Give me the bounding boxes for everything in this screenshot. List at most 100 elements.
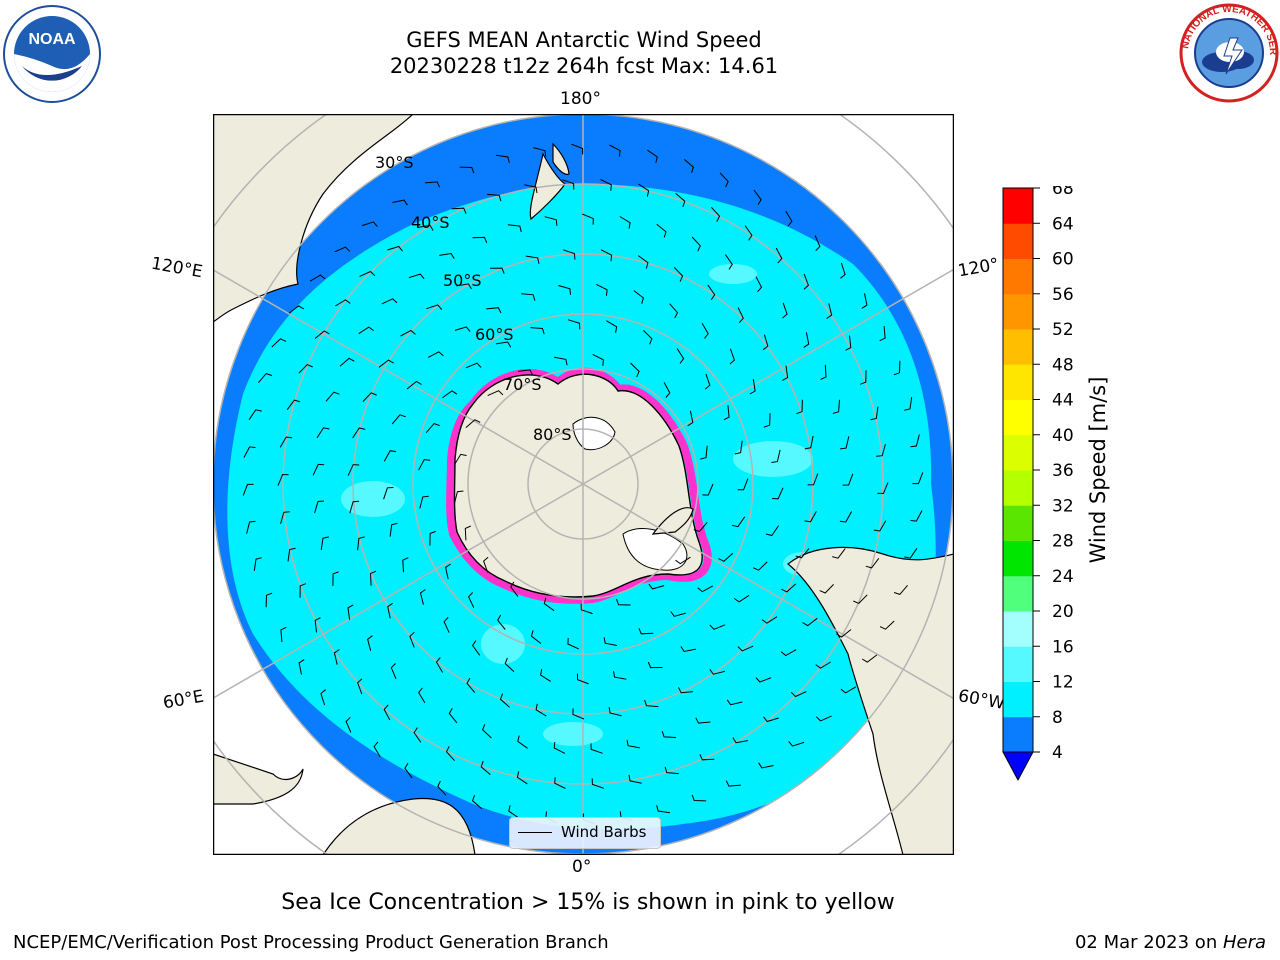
wind-barb <box>737 307 744 323</box>
wind-barb <box>524 184 538 194</box>
polar-map: 30°S 40°S 50°S 60°S 70°S 80°S <box>212 113 955 856</box>
wind-barb <box>687 410 694 427</box>
wind-barb <box>456 283 472 290</box>
wind-barb <box>357 678 363 695</box>
wind-barb <box>373 741 381 758</box>
wind-barb <box>530 630 542 644</box>
chart-subtitle: 20230228 t12z 264h fcst Max: 14.61 <box>389 54 779 78</box>
wind-barb <box>732 737 748 744</box>
lat-label-40s: 40°S <box>411 213 450 232</box>
wind-barb <box>418 224 434 231</box>
colorbar-tick-label: 20 <box>1052 602 1074 622</box>
wind-barb <box>669 303 679 319</box>
wind-barb <box>613 671 627 680</box>
wind-barb <box>661 731 677 738</box>
wind-barb-legend-line <box>518 832 552 833</box>
wind-barb <box>591 778 604 789</box>
wind-barb <box>761 616 778 624</box>
wind-barb <box>731 516 746 528</box>
colorbar-under-triangle <box>1002 751 1034 782</box>
wind-barb <box>543 597 555 612</box>
wind-barb <box>699 754 715 761</box>
wind-barb <box>298 364 313 374</box>
wind-barb <box>582 213 594 225</box>
wind-barb <box>603 637 618 646</box>
wind-barb <box>406 380 422 390</box>
wind-barb <box>242 483 254 496</box>
wind-barb <box>819 584 834 594</box>
wind-barb <box>879 620 895 630</box>
wind-barb <box>910 510 923 522</box>
wind-barb <box>280 626 287 642</box>
lon-label-60e: 60°E <box>161 686 206 714</box>
colorbar-cell <box>1003 399 1033 436</box>
wind-barb <box>804 511 817 523</box>
footer-host: Hera <box>1222 932 1266 953</box>
wind-barb <box>387 602 393 619</box>
wind-barb <box>580 603 593 615</box>
wind-barb <box>815 661 831 669</box>
wind-barb <box>744 225 753 241</box>
wind-barb <box>533 147 547 157</box>
antarctic-peninsula <box>651 507 694 535</box>
wind-barb <box>390 663 397 679</box>
wind-barb <box>496 154 510 163</box>
wind-barb <box>437 780 447 796</box>
lon-label-120e: 120°E <box>149 253 205 283</box>
wind-barb <box>733 594 750 603</box>
lat-label-70s: 70°S <box>503 375 542 394</box>
wind-barb <box>795 548 810 559</box>
wind-barb <box>279 436 293 448</box>
wind-barb <box>840 262 846 279</box>
wind-barb <box>638 183 650 197</box>
wind-barb <box>780 649 797 657</box>
wind-barb <box>718 552 734 562</box>
wind-barb <box>510 581 519 597</box>
wind-barb <box>567 637 580 650</box>
wind-barb <box>771 449 781 463</box>
wind-barb <box>507 224 522 233</box>
wind-barb <box>435 657 444 673</box>
wind-barb-legend-label: Wind Barbs <box>561 823 647 841</box>
colorbar-label: Wind Speed [m/s] <box>1086 376 1110 564</box>
map-panel: 30°S 40°S 50°S 60°S 70°S 80°S <box>212 113 955 856</box>
wind-barb <box>404 762 413 779</box>
wind-barb <box>647 149 658 163</box>
wind-barb <box>763 413 771 428</box>
wind-barb <box>596 283 608 296</box>
australia-landmass <box>213 114 414 323</box>
wind-barb <box>448 707 458 724</box>
wind-barb <box>359 270 376 277</box>
colorbar-tick-label: 44 <box>1052 391 1074 411</box>
wind-barb <box>675 556 691 565</box>
wind-barb <box>845 335 852 351</box>
wind-barb <box>673 267 684 282</box>
wind-barb <box>796 399 803 415</box>
wind-barb <box>335 299 351 307</box>
wind-barb <box>540 669 551 682</box>
lon-label-60w: 60°W <box>956 686 1007 714</box>
colorbar-tick-label: 60 <box>1052 250 1074 270</box>
wind-barb <box>508 805 519 819</box>
colorbar-tick-label: 4 <box>1052 743 1063 763</box>
wind-barb <box>427 351 444 358</box>
colorbar-tick-label: 24 <box>1052 567 1074 587</box>
wind-barb <box>678 687 694 694</box>
wind-barb <box>729 348 735 365</box>
sea-ice-caption: Sea Ice Concentration > 15% is shown in … <box>281 890 895 915</box>
africa-south-landmass <box>322 797 476 855</box>
wind-barb <box>489 267 505 274</box>
wind-barb <box>320 689 326 706</box>
wind-barb <box>643 330 653 345</box>
wind-barb <box>675 193 686 208</box>
wind-barb <box>333 649 340 665</box>
wind-barb <box>487 193 502 202</box>
wind-barb <box>369 570 377 586</box>
wind-barb <box>383 487 394 500</box>
lat-label-60s: 60°S <box>475 325 514 344</box>
wind-barb <box>445 563 451 580</box>
wind-barb <box>367 635 373 651</box>
wind-barbs <box>242 143 924 825</box>
wind-barb <box>697 585 714 593</box>
wind-barb <box>486 307 502 314</box>
